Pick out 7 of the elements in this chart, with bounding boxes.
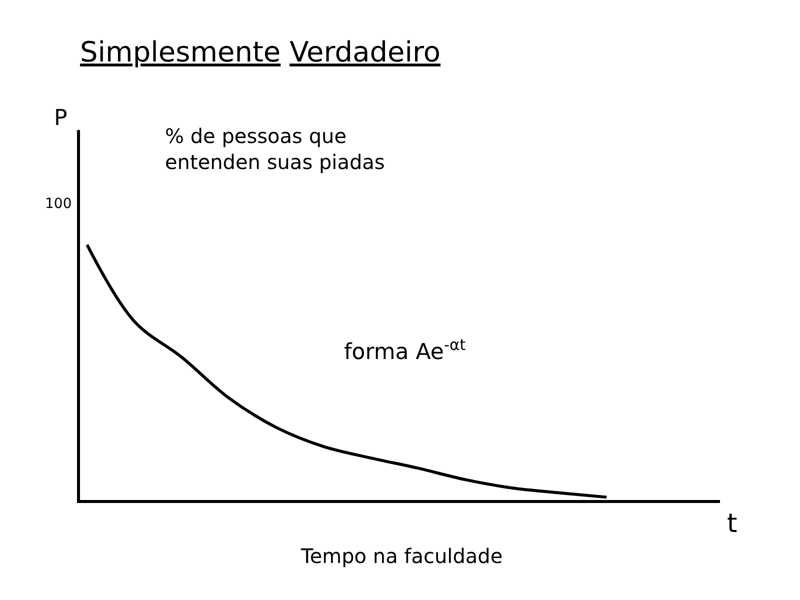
text: 100 — [45, 196, 72, 212]
text: Tempo na faculdade — [300, 544, 503, 568]
text: P — [54, 106, 68, 131]
text: % de pessoas que entenden suas piadas — [165, 124, 385, 174]
x-axis-title: t — [727, 509, 738, 539]
chart-title: Simplesmente Verdadeiro — [80, 36, 441, 69]
annotation: forma Ae$^{-αt}$ — [344, 336, 466, 366]
